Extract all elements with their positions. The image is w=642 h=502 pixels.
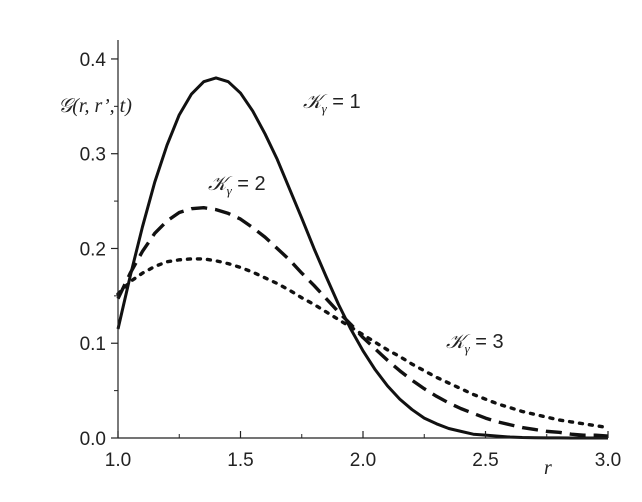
annotation-series-1: 𝒦γ = 1	[303, 91, 361, 116]
curve-series-3	[116, 257, 610, 430]
y-tick-label: 0.3	[80, 145, 106, 166]
x-tick-label: 2.5	[472, 450, 498, 471]
y-tick-label: 0.4	[80, 50, 107, 71]
x-axis-label: r	[544, 457, 552, 479]
annotation-series-2: 𝒦γ = 2	[208, 173, 266, 198]
labels: 𝒢(r, r’, t) r	[58, 95, 552, 479]
y-tick-label: 0.1	[80, 334, 106, 355]
y-tick-label: 0.0	[80, 429, 106, 450]
y-tick-label: 0.2	[80, 239, 106, 260]
x-tick-label: 3.0	[595, 450, 621, 471]
curve-series-2	[116, 206, 609, 438]
x-tick-label: 2.0	[350, 450, 376, 471]
annotation-series-3: 𝒦γ = 3	[446, 331, 504, 356]
y-axis-label: 𝒢(r, r’, t)	[58, 95, 132, 117]
axes: 1.0 1.5 2.0 2.5 3.0 0.0 0.1 0.2 0.3 0.4	[80, 40, 621, 471]
x-tick-label: 1.5	[227, 450, 253, 471]
x-tick-label: 1.0	[105, 450, 131, 471]
